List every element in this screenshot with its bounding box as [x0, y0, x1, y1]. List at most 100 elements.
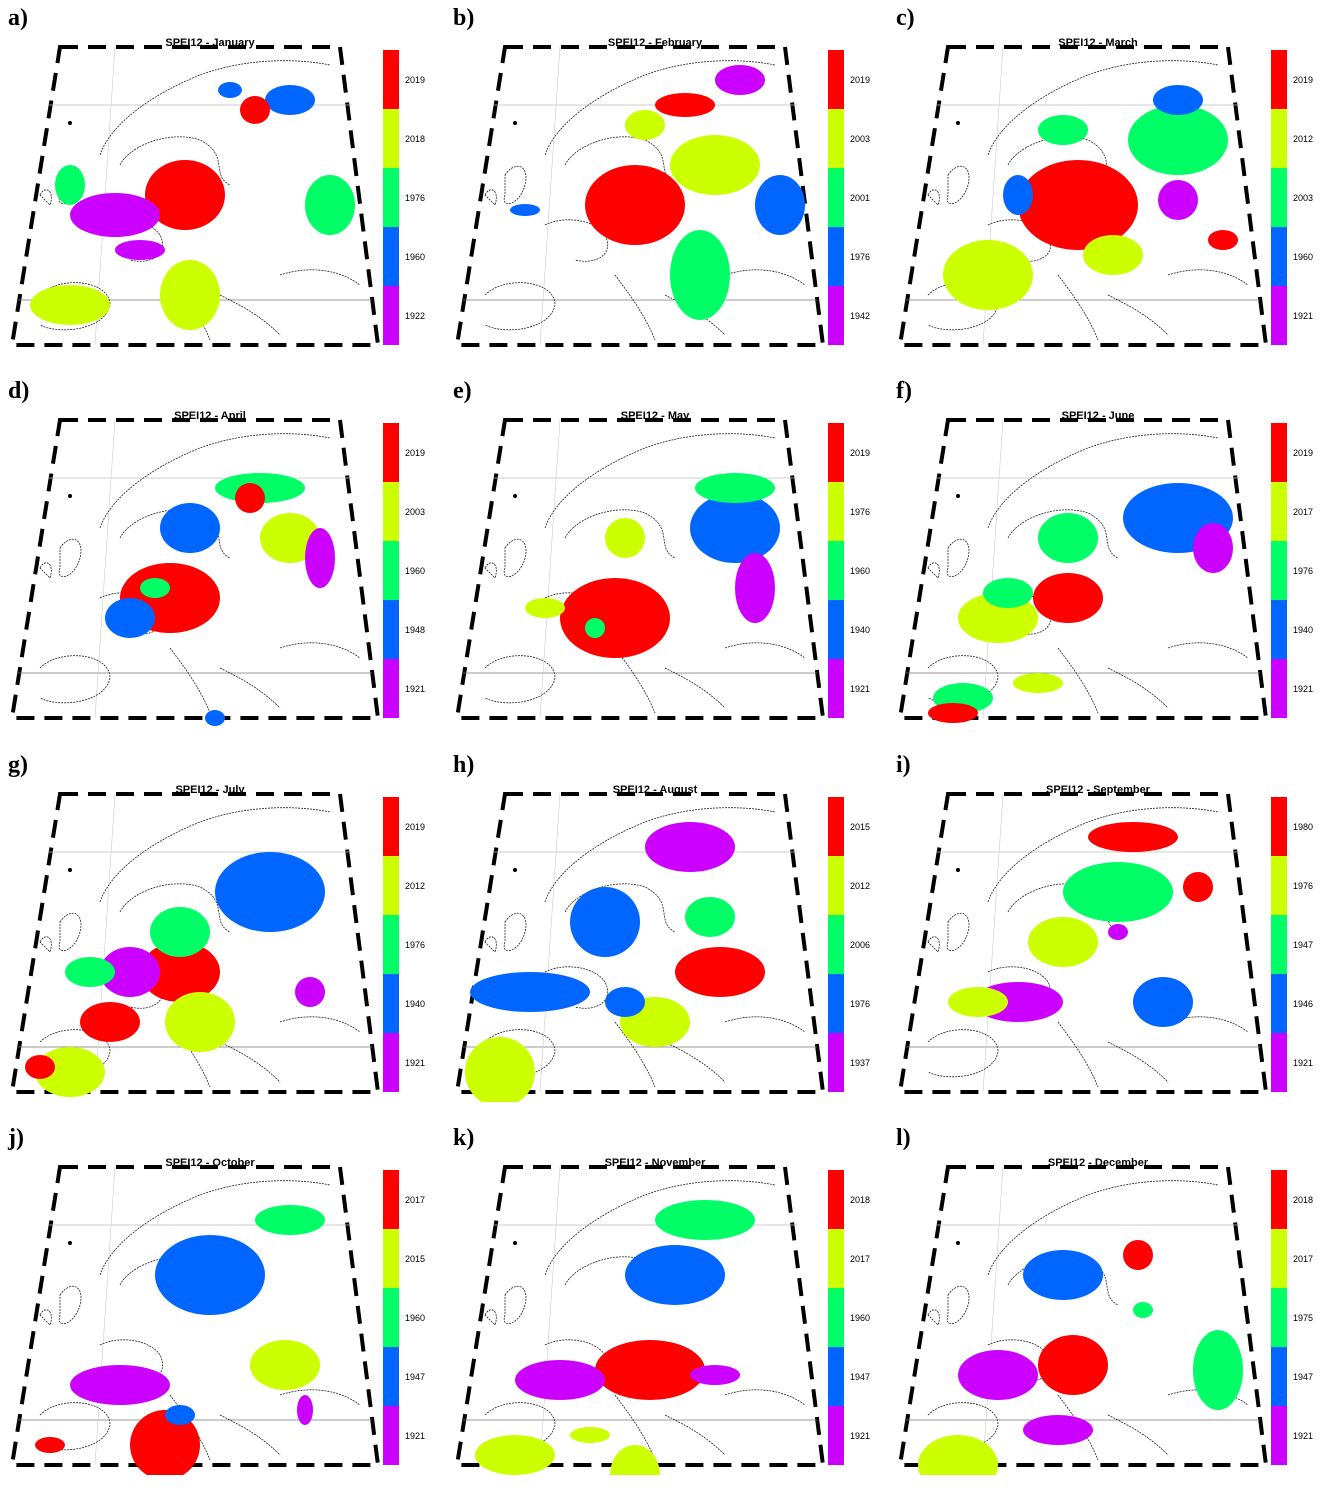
map-panel-july: g) SPEI12 - July 2019 2012 1976 1940 1921: [0, 752, 440, 1122]
map-panel-october: j) SPEI12 - October 2017 2015 1960 1947 1921: [0, 1125, 440, 1495]
graticule-line: [539, 419, 561, 719]
drought-region-rank1: [560, 578, 670, 658]
map-panel-april: d) SPEI12 - April 2019 2003 1960 1948 1921: [0, 378, 440, 748]
colorbar-swatch-rank5: [1271, 659, 1287, 718]
colorbar-year-label: 2003: [850, 134, 871, 144]
map-frame: [454, 418, 825, 720]
colorbar-year-label: 2019: [405, 75, 426, 85]
map-canvas: [897, 418, 1268, 723]
colorbar-swatch-rank4: [383, 974, 399, 1033]
colorbar-swatch-rank4: [828, 974, 844, 1033]
drought-region-rank4: [265, 85, 315, 115]
map-frame: [9, 45, 380, 347]
map-frame: [9, 1165, 380, 1467]
drought-region-rank1: [25, 1055, 55, 1079]
colorbar-year-label: 1976: [850, 999, 871, 1009]
panel-title: SPEI12 - May: [620, 410, 690, 422]
drought-region-rank2: [465, 1037, 535, 1102]
drought-region-rank4: [690, 493, 780, 563]
drought-region-rank5: [1158, 180, 1198, 220]
colorbar-swatch-rank4: [1271, 600, 1287, 659]
panel-letter: c): [896, 5, 915, 31]
map-canvas: [9, 1165, 380, 1475]
colorbar: 2018 2017 1960 1947 1921: [828, 1170, 870, 1465]
drought-region-rank3: [1128, 105, 1228, 175]
map-frame: [897, 45, 1268, 347]
map-canvas: [9, 418, 380, 726]
colorbar-year-label: 2003: [405, 507, 426, 517]
map-canvas: [454, 1165, 825, 1475]
colorbar-year-label: 1975: [1293, 1313, 1314, 1323]
colorbar-year-label: 2019: [850, 448, 871, 458]
drought-region-rank2: [250, 1340, 320, 1390]
colorbar-year-label: 2012: [850, 881, 871, 891]
map-frame: [454, 45, 825, 347]
island-marker: [513, 868, 517, 872]
colorbar-year-label: 1948: [405, 625, 426, 635]
map-panel-january: a) SPEI12 - January 2019 2018 1976 1960 1922: [0, 5, 440, 375]
drought-region-rank1: [35, 1437, 65, 1453]
island-marker: [68, 121, 72, 125]
panel-letter: f): [896, 378, 912, 404]
drought-region-rank2: [160, 260, 220, 330]
colorbar-year-label: 2003: [1293, 193, 1314, 203]
colorbar-year-label: 1937: [850, 1058, 871, 1068]
colorbar-year-label: 2001: [850, 193, 871, 203]
colorbar-swatch-rank1: [1271, 423, 1287, 482]
colorbar-year-label: 1976: [1293, 881, 1314, 891]
drought-region-rank3: [983, 578, 1033, 608]
colorbar-swatch-rank1: [828, 1170, 844, 1229]
island-marker: [513, 1241, 517, 1245]
drought-region-rank4: [1003, 175, 1033, 215]
map-canvas: [454, 418, 825, 720]
map-frame: [897, 418, 1268, 720]
drought-region-rank1: [1033, 573, 1103, 623]
colorbar-swatch-rank1: [1271, 797, 1287, 856]
colorbar-swatch-rank4: [828, 227, 844, 286]
colorbar: 2019 2012 2003 1960 1921: [1271, 50, 1313, 345]
drought-region-rank3: [1038, 115, 1088, 145]
coastline: [927, 1180, 1249, 1461]
drought-region-rank4: [755, 175, 805, 235]
drought-region-rank5: [735, 553, 775, 623]
colorbar-swatch-rank4: [383, 227, 399, 286]
colorbar-year-label: 1940: [1293, 625, 1314, 635]
drought-region-rank1: [928, 703, 978, 723]
colorbar: 1980 1976 1947 1946 1921: [1271, 797, 1313, 1092]
colorbar-year-label: 1921: [1293, 1058, 1314, 1068]
graticule-line: [94, 419, 116, 719]
map-frame: [9, 792, 380, 1094]
drought-region-rank5: [1108, 924, 1128, 940]
colorbar: 2019 2003 2001 1976 1942: [828, 50, 870, 345]
drought-region-rank4: [625, 1245, 725, 1305]
graticule-line: [982, 419, 1004, 719]
panel-letter: j): [8, 1125, 24, 1151]
colorbar-year-label: 2019: [405, 448, 426, 458]
coastline: [484, 1180, 806, 1461]
colorbar-year-label: 2019: [1293, 75, 1314, 85]
island-marker: [956, 121, 960, 125]
colorbar-swatch-rank3: [383, 541, 399, 600]
drought-region-rank4: [155, 1235, 265, 1315]
drought-region-rank3: [150, 907, 210, 957]
colorbar-swatch-rank5: [828, 1033, 844, 1092]
coastline: [927, 60, 1249, 341]
drought-region-rank5: [690, 1365, 740, 1385]
colorbar-swatch-rank1: [1271, 50, 1287, 109]
graticule-line: [539, 793, 561, 1093]
colorbar-swatch-rank1: [1271, 1170, 1287, 1229]
island-marker: [68, 494, 72, 498]
colorbar-swatch-rank3: [1271, 168, 1287, 227]
colorbar-swatch-rank5: [828, 286, 844, 345]
drought-region-rank5: [1193, 523, 1233, 573]
colorbar-year-label: 2017: [850, 1254, 871, 1264]
colorbar-swatch-rank2: [828, 1229, 844, 1288]
drought-region-rank1: [140, 942, 220, 1002]
drought-region-rank2: [605, 518, 645, 558]
colorbar: 2019 1976 1960 1940 1921: [828, 423, 870, 718]
colorbar-year-label: 1921: [405, 1058, 426, 1068]
colorbar: 2015 2012 2006 1976 1937: [828, 797, 870, 1092]
colorbar-swatch-rank1: [828, 50, 844, 109]
drought-region-rank3: [1133, 1302, 1153, 1318]
panel-letter: d): [8, 378, 30, 404]
